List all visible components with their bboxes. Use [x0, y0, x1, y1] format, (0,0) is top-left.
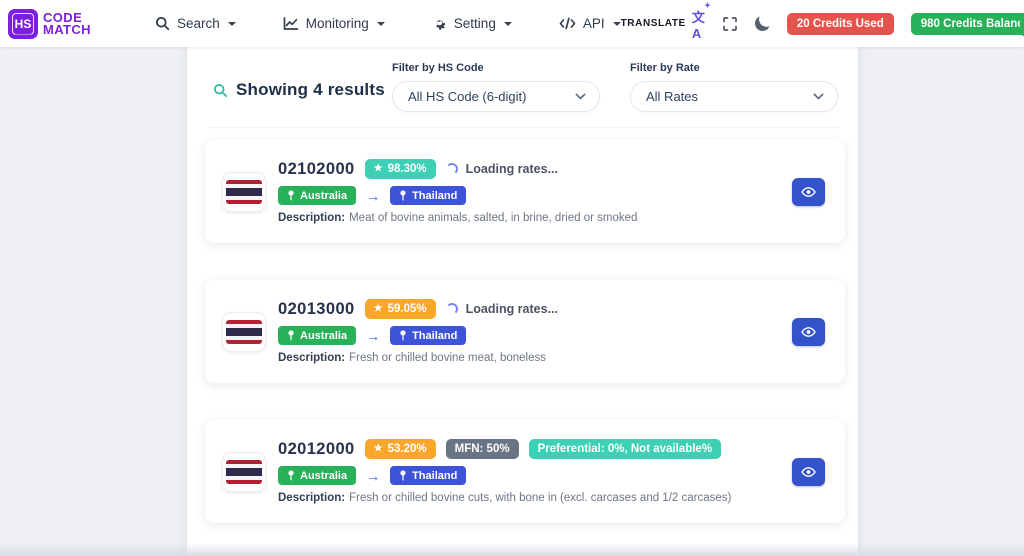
arrow-right-icon: →: [366, 467, 381, 484]
thailand-flag-icon: [222, 311, 266, 352]
app-logo[interactable]: HS CODE MATCH: [8, 8, 91, 39]
loading-rates: Loading rates...: [445, 162, 558, 176]
view-details-button[interactable]: [792, 457, 825, 486]
spinner-icon: [445, 163, 458, 175]
arrow-right-icon: →: [366, 187, 381, 204]
pin-icon: [288, 330, 294, 341]
hs-code-filter-value: All HS Code (6-digit): [408, 89, 527, 104]
destination-country-badge: Thailand: [390, 186, 467, 205]
view-details-button[interactable]: [792, 317, 825, 346]
hs-code-filter: Filter by HS Code All HS Code (6-digit): [392, 62, 600, 112]
search-icon: [213, 83, 227, 97]
hs-code-filter-label: Filter by HS Code: [392, 62, 484, 74]
hs-code: 02102000: [278, 159, 355, 178]
eye-icon: [801, 186, 816, 197]
code-icon: [559, 17, 576, 30]
chevron-down-icon: [813, 93, 824, 100]
credits-balance-badge: 980 Credits Balance: [910, 12, 1024, 35]
description: Description: Fresh or chilled bovine cut…: [278, 492, 732, 504]
translate-icon: 文A ✦: [691, 0, 711, 41]
pin-icon: [288, 190, 294, 201]
pin-icon: [400, 470, 406, 481]
translate-button[interactable]: TRANSLATE 文A ✦: [620, 0, 711, 41]
rate-filter: Filter by Rate All Rates: [630, 62, 838, 112]
view-details-button[interactable]: [792, 177, 825, 206]
main-nav: Search Monitoring Setting API: [155, 16, 621, 31]
hs-code: 02013000: [278, 299, 355, 318]
credits-used-badge: 20 Credits Used: [786, 12, 894, 35]
preferential-rate-badge: Preferential: 0%, Not available%: [528, 439, 722, 459]
bottom-edge-fade: [0, 543, 1024, 556]
translate-label: TRANSLATE: [620, 18, 686, 29]
monitoring-chart-icon: [283, 16, 299, 31]
chevron-down-icon: [227, 21, 236, 26]
results-count: Showing 4 results: [213, 80, 385, 100]
origin-country-badge: Australia: [278, 186, 357, 205]
star-icon: ★: [373, 163, 383, 174]
results-count-label: Showing 4 results: [236, 80, 385, 99]
rate-filter-value: All Rates: [646, 89, 699, 104]
star-icon: ★: [373, 303, 383, 314]
match-score-badge: ★ 53.20%: [364, 439, 436, 459]
result-card: 02102000 ★ 98.30% Loading rates... Austr…: [205, 140, 845, 243]
arrow-right-icon: →: [366, 327, 381, 344]
thailand-flag-icon: [222, 171, 266, 212]
nav-item-search[interactable]: Search: [155, 16, 236, 31]
nav-item-setting[interactable]: Setting: [432, 16, 512, 31]
eye-icon: [801, 326, 816, 337]
match-score-badge: ★ 59.05%: [364, 299, 436, 319]
search-icon: [155, 16, 170, 31]
nav-item-label: API: [582, 16, 605, 31]
moon-icon: [753, 14, 771, 32]
eye-icon: [801, 466, 816, 477]
origin-country-badge: Australia: [278, 326, 357, 345]
header-divider: [207, 127, 838, 128]
description: Description: Fresh or chilled bovine mea…: [278, 352, 546, 364]
spinner-icon: [445, 303, 458, 315]
logo-wordmark: CODE MATCH: [43, 9, 91, 37]
fullscreen-button[interactable]: [722, 16, 738, 32]
rate-filter-select[interactable]: All Rates: [630, 81, 838, 112]
dark-mode-toggle[interactable]: [755, 16, 770, 31]
star-icon: ★: [373, 443, 383, 454]
mfn-rate-badge: MFN: 50%: [445, 439, 519, 459]
nav-item-monitoring[interactable]: Monitoring: [283, 16, 385, 31]
pin-icon: [400, 330, 406, 341]
match-score-badge: ★ 98.30%: [364, 159, 436, 179]
navbar-right: TRANSLATE 文A ✦ 20 Credits Used 980 Credit…: [620, 0, 1024, 41]
pin-icon: [400, 190, 406, 201]
chevron-down-icon: [503, 21, 512, 26]
logo-hs-icon: HS: [8, 8, 38, 39]
result-card: 02013000 ★ 59.05% Loading rates... Austr…: [205, 280, 845, 383]
destination-country-badge: Thailand: [390, 326, 467, 345]
origin-country-badge: Australia: [278, 466, 357, 485]
top-navbar: HS CODE MATCH Search Monitoring Setting: [0, 0, 1024, 47]
thailand-flag-icon: [222, 451, 266, 492]
destination-country-badge: Thailand: [390, 466, 467, 485]
rate-filter-label: Filter by Rate: [630, 62, 700, 74]
chevron-down-icon: [376, 21, 385, 26]
description: Description: Meat of bovine animals, sal…: [278, 212, 638, 224]
hs-code: 02012000: [278, 439, 355, 458]
loading-rates: Loading rates...: [445, 302, 558, 316]
fullscreen-icon: [722, 16, 737, 31]
hs-code-filter-select[interactable]: All HS Code (6-digit): [392, 81, 600, 112]
nav-item-label: Setting: [453, 16, 496, 31]
nav-item-api[interactable]: API: [559, 16, 621, 31]
results-panel: Showing 4 results Filter by HS Code All …: [187, 47, 858, 556]
results-header: Showing 4 results Filter by HS Code All …: [187, 47, 858, 128]
chevron-down-icon: [575, 93, 586, 100]
chevron-down-icon: [612, 21, 621, 26]
gear-icon: [432, 16, 447, 31]
result-card: 02012000 ★ 53.20% MFN: 50% Preferential:…: [205, 420, 845, 523]
nav-item-label: Search: [176, 16, 220, 31]
nav-item-label: Monitoring: [305, 16, 369, 31]
pin-icon: [288, 470, 294, 481]
clipped-edge-badge: [1020, 15, 1024, 36]
